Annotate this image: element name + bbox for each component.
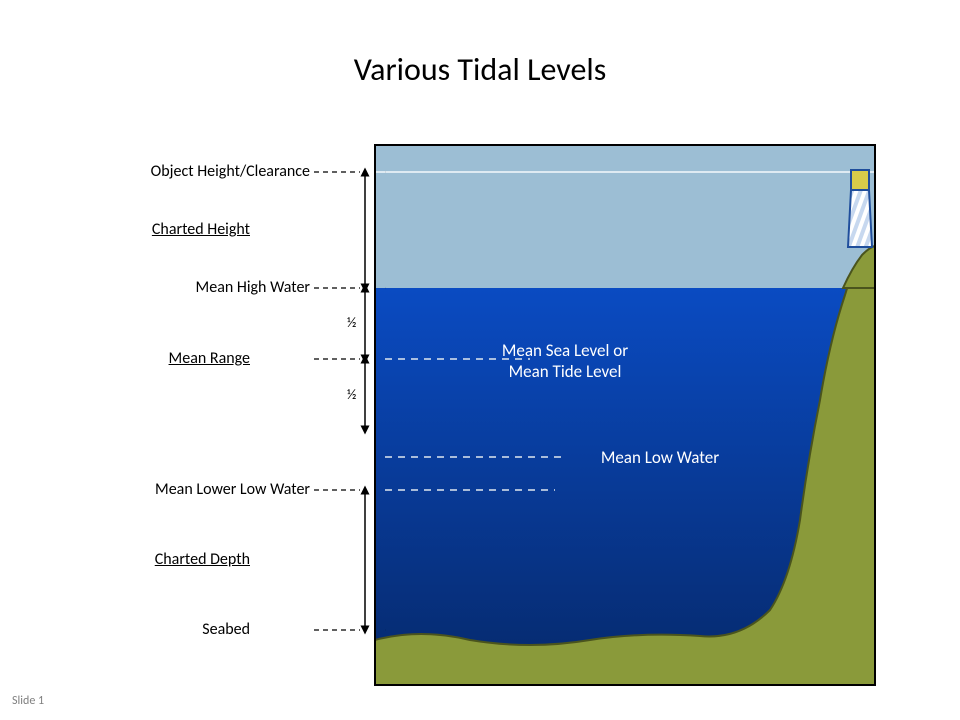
label-mean_high_water: Mean High Water — [196, 278, 310, 297]
mlw-text: Mean Low Water — [601, 447, 719, 468]
label-seabed: Seabed — [202, 620, 250, 639]
msl-line1: Mean Sea Level or — [502, 340, 628, 361]
label-mean_range: Mean Range — [169, 349, 250, 368]
mean-low-water-label: Mean Low Water — [560, 447, 760, 468]
half-mark-0: ½ — [347, 314, 356, 331]
label-mllw: Mean Lower Low Water — [155, 480, 310, 499]
msl-line2: Mean Tide Level — [509, 361, 622, 382]
label-charted_height: Charted Height — [152, 220, 250, 239]
mean-sea-level-label: Mean Sea Level or Mean Tide Level — [455, 340, 675, 383]
label-object_height: Object Height/Clearance — [151, 162, 310, 181]
lighthouse-icon — [848, 170, 872, 247]
half-mark-1: ½ — [347, 386, 356, 403]
label-charted_depth: Charted Depth — [155, 550, 250, 569]
